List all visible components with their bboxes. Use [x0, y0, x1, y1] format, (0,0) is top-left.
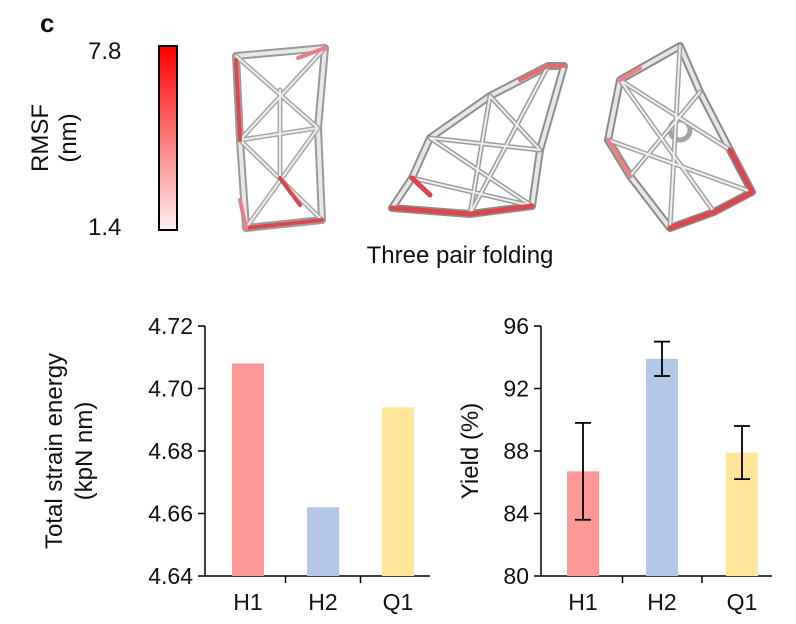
structure-right: [604, 42, 756, 232]
yield-y-tick-label: 96: [503, 313, 529, 339]
strain-x-tick-label: H1: [233, 589, 262, 615]
strain-y-axis-label-line1: Total strain energy: [41, 353, 68, 549]
yield-x-tick-label: H1: [568, 589, 597, 615]
yield-y-tick-label: 84: [503, 501, 529, 527]
yield-y-tick-label: 80: [503, 563, 529, 589]
structure-left: [232, 44, 329, 232]
panel-label: c: [40, 8, 55, 38]
strain-bar-h2: [307, 507, 339, 576]
strain-y-tick-label: 4.66: [148, 501, 193, 527]
strain-x-tick-label: Q1: [383, 589, 414, 615]
strain-y-tick-label: 4.64: [148, 563, 193, 589]
colorbar-max-label: 7.8: [88, 38, 122, 65]
structure-middle: [388, 62, 568, 218]
yield-y-axis-label: Yield (%): [457, 403, 484, 499]
strain-bar-h1: [232, 363, 264, 576]
colorbar-min-label: 1.4: [88, 214, 122, 241]
strain-y-tick-label: 4.70: [148, 376, 193, 402]
strain-x-tick-label: H2: [308, 589, 337, 615]
structures-caption: Three pair folding: [366, 242, 554, 269]
yield-x-tick-label: H2: [647, 589, 676, 615]
yield-x-tick-label: Q1: [727, 589, 758, 615]
yield-y-tick-label: 92: [503, 376, 529, 402]
strain-bar-q1: [382, 407, 414, 576]
colorbar-gradient: [158, 45, 178, 231]
strain-y-tick-label: 4.72: [148, 313, 193, 339]
origami-structures-illustration: [232, 42, 756, 232]
yield-y-tick-label: 88: [503, 438, 529, 464]
strain-y-axis-label-line2: (kpN nm): [71, 402, 98, 501]
yield-bar-h2: [646, 358, 678, 576]
strain-y-tick-label: 4.68: [148, 438, 193, 464]
